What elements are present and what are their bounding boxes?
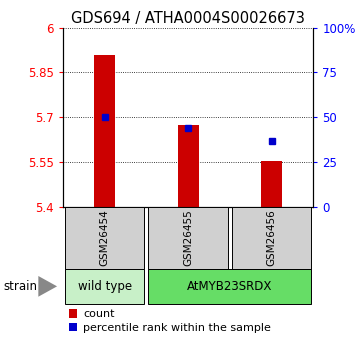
- Bar: [65, 207, 144, 269]
- Text: GSM26454: GSM26454: [100, 210, 110, 266]
- Bar: [261, 161, 282, 207]
- Text: wild type: wild type: [78, 280, 132, 293]
- Bar: [232, 207, 311, 269]
- Bar: [65, 269, 144, 304]
- Text: AtMYB23SRDX: AtMYB23SRDX: [187, 280, 273, 293]
- Text: GSM26456: GSM26456: [266, 210, 276, 266]
- Bar: [148, 269, 311, 304]
- Polygon shape: [39, 276, 57, 297]
- Legend: count, percentile rank within the sample: count, percentile rank within the sample: [68, 309, 271, 333]
- Bar: [148, 207, 228, 269]
- Text: strain: strain: [4, 280, 37, 293]
- Text: GSM26455: GSM26455: [183, 210, 193, 266]
- Bar: [94, 55, 115, 207]
- Title: GDS694 / ATHA0004S00026673: GDS694 / ATHA0004S00026673: [71, 11, 305, 27]
- Bar: [178, 125, 198, 207]
